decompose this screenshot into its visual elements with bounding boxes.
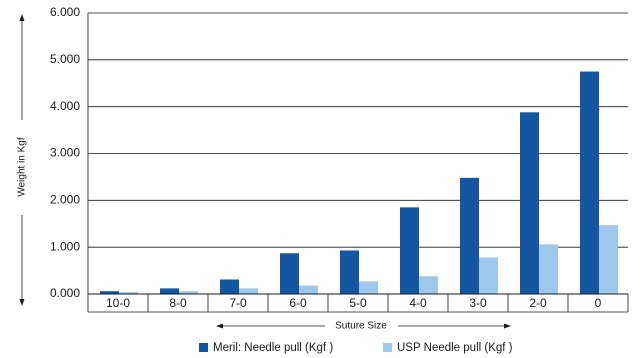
bar-meril-3-0	[460, 177, 479, 294]
bar-usp-0	[599, 225, 618, 294]
y-tick-label: 6.000	[50, 5, 80, 19]
legend: Meril: Needle pull (Kgf ) USP Needle pul…	[199, 342, 513, 354]
bar-usp-5-0	[359, 281, 378, 294]
x-tick-label: 10-0	[106, 296, 130, 310]
x-tick-label: 3-0	[469, 296, 487, 310]
bar-usp-4-0	[419, 276, 438, 294]
x-tick-label: 4-0	[409, 296, 427, 310]
bar-meril-8-0	[160, 288, 179, 294]
y-tick-label: 4.000	[50, 99, 80, 113]
x-arrow-head-right	[504, 323, 511, 329]
x-axis-label: Suture Size	[335, 321, 387, 332]
bar-meril-4-0	[400, 207, 419, 294]
legend-label-usp: USP Needle pull (Kgf )	[397, 342, 513, 354]
bar-meril-7-0	[220, 279, 239, 294]
legend-swatch-usp	[383, 343, 392, 352]
gridlines	[87, 12, 628, 295]
y-tick-label: 3.000	[50, 146, 80, 160]
legend-swatch-meril	[199, 343, 208, 352]
x-tick-labels: 10-0 8-0 7-0 6-0 5-0 4-0 3-0 2-0 0	[106, 296, 602, 310]
y-axis-label: Weight in Kgf	[17, 137, 28, 197]
bar-usp-3-0	[479, 257, 498, 294]
bar-meril-10-0	[100, 291, 119, 294]
x-tick-label: 2-0	[529, 296, 547, 310]
legend-label-meril: Meril: Needle pull (Kgf )	[213, 342, 333, 354]
x-arrow-head-left	[216, 323, 223, 329]
bar-usp-7-0	[239, 288, 258, 294]
x-tick-label: 5-0	[349, 296, 367, 310]
x-axis-label-group: Suture Size	[216, 321, 511, 332]
bar-meril-2-0	[520, 112, 539, 294]
bar-meril-6-0	[280, 253, 299, 294]
x-tick-label: 6-0	[289, 296, 307, 310]
bar-usp-6-0	[299, 285, 318, 294]
y-tick-label: 1.000	[50, 239, 80, 253]
bar-meril-0	[580, 71, 599, 295]
x-axis	[87, 293, 629, 313]
y-tick-labels: 0.000 1.000 2.000 3.000 4.000 5.000 6.000	[50, 5, 80, 300]
bars	[100, 71, 618, 295]
y-tick-label: 5.000	[50, 52, 80, 66]
x-tick-label: 0	[595, 296, 602, 310]
y-tick-label: 2.000	[50, 193, 80, 207]
bar-meril-5-0	[340, 250, 359, 294]
bar-usp-8-0	[179, 291, 198, 294]
x-tick-label: 8-0	[169, 296, 187, 310]
y-arrow-head-bottom	[19, 299, 25, 306]
y-arrow-head-top	[19, 14, 25, 21]
y-axis-label-group: Weight in Kgf	[17, 14, 28, 306]
bar-usp-10-0	[119, 292, 138, 294]
bar-usp-2-0	[539, 244, 558, 294]
x-tick-label: 7-0	[229, 296, 247, 310]
y-tick-label: 0.000	[50, 286, 80, 300]
